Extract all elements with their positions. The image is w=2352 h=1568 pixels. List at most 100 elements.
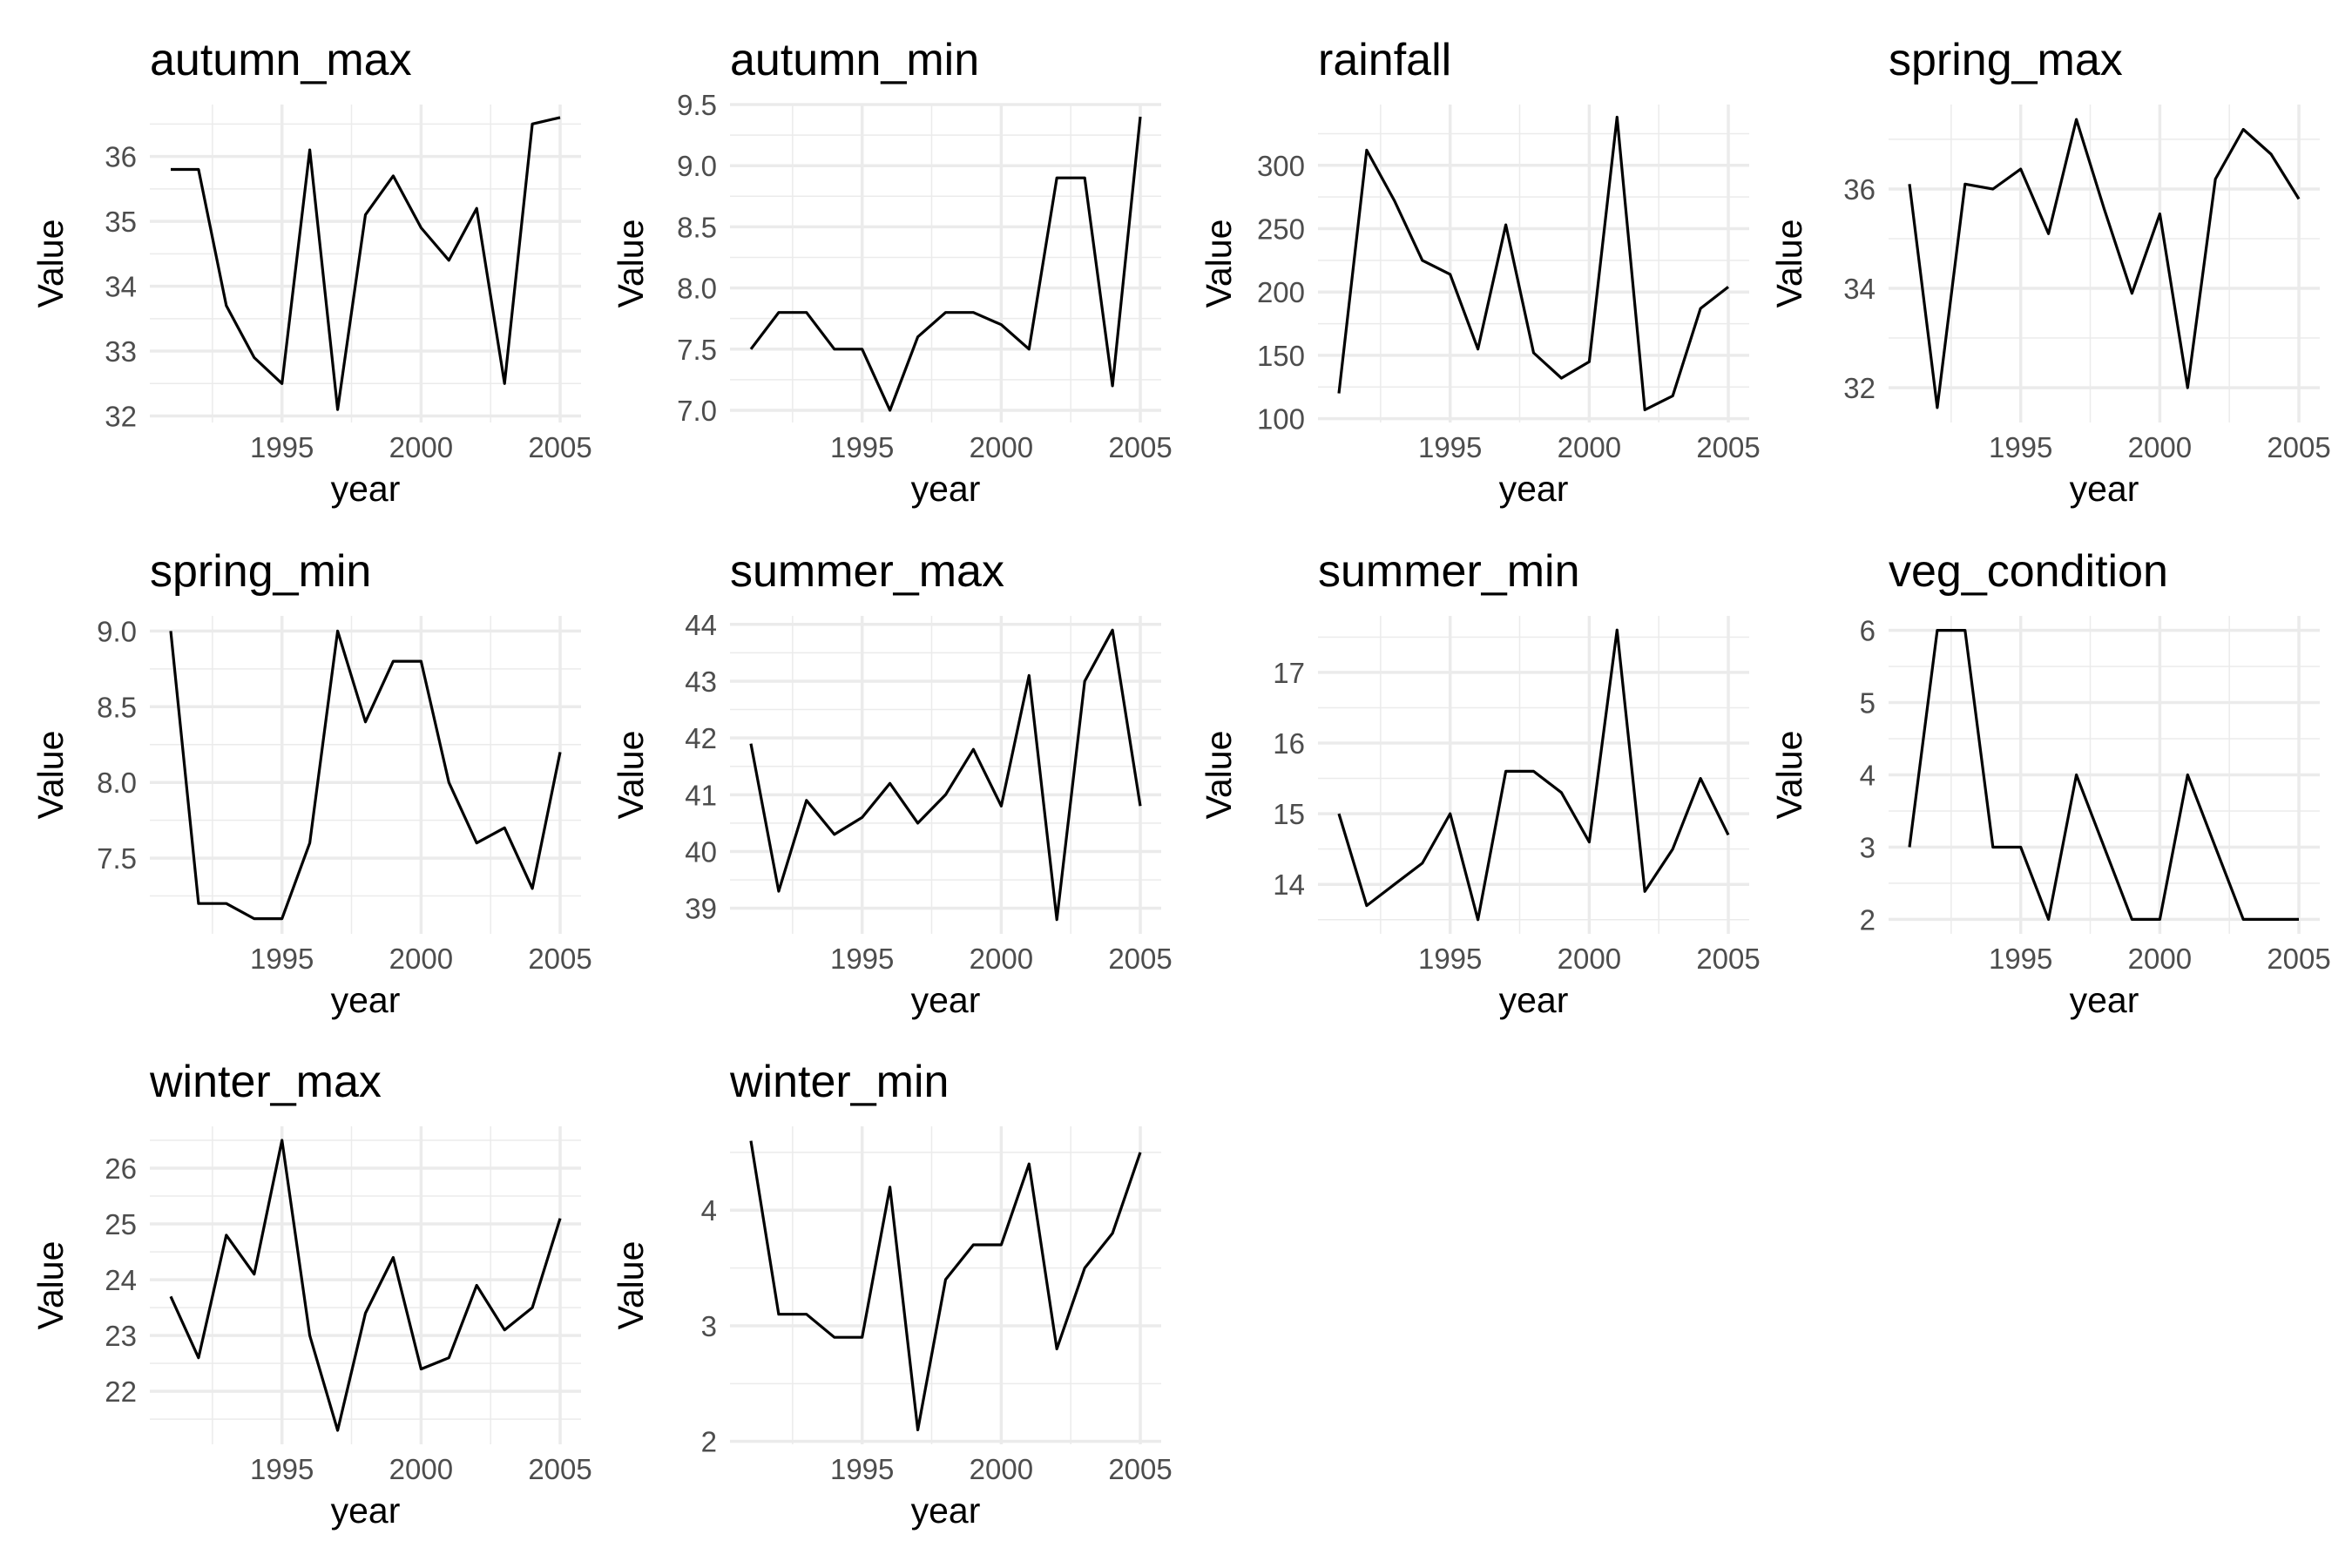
panel-grid <box>730 616 1161 934</box>
x-tick-label: 2000 <box>1558 943 1621 975</box>
x-axis-title: year <box>331 469 401 509</box>
y-tick-label: 200 <box>1257 276 1305 308</box>
x-axis-title: year <box>911 980 981 1020</box>
x-tick-label: 2005 <box>528 1453 591 1485</box>
x-tick-label: 1995 <box>1418 943 1482 975</box>
y-tick-label: 39 <box>685 893 717 925</box>
x-tick-label: 2000 <box>1558 431 1621 463</box>
panel-title: summer_max <box>730 546 1004 597</box>
y-tick-label: 14 <box>1273 868 1305 901</box>
y-tick-label: 8.0 <box>677 273 717 305</box>
y-tick-label: 2 <box>701 1426 717 1458</box>
x-tick-label: 2000 <box>389 1453 453 1485</box>
series-line-autumn_max <box>171 116 561 411</box>
x-tick-label: 2000 <box>970 943 1033 975</box>
panel-grid <box>730 103 1161 422</box>
y-tick-label: 36 <box>1843 173 1876 206</box>
x-axis-title: year <box>911 469 981 509</box>
x-tick-label: 2005 <box>528 431 591 463</box>
panel-title: winter_min <box>729 1057 949 1107</box>
y-tick-label: 250 <box>1257 213 1305 246</box>
series-line-rainfall <box>1337 115 1729 412</box>
x-tick-label: 2000 <box>389 431 453 463</box>
x-tick-label: 2005 <box>1696 431 1760 463</box>
panel-autumn_max: autumn_max 32 33 34 35 36 1995 2000 2005 year Valu… <box>30 35 592 509</box>
y-tick-label: 5 <box>1860 687 1876 720</box>
y-axis-title: Value <box>611 220 651 308</box>
y-tick-label: 2 <box>1860 903 1876 936</box>
y-tick-label: 4 <box>701 1194 717 1227</box>
y-tick-label: 26 <box>105 1152 137 1185</box>
y-tick-label: 17 <box>1273 657 1305 689</box>
panel-winter_max: winter_max 22 23 24 25 26 1995 2000 2005 year Valu… <box>30 1057 592 1531</box>
panel-grid <box>1318 616 1749 934</box>
x-axis-title: year <box>2070 980 2139 1020</box>
y-tick-label: 22 <box>105 1375 137 1408</box>
y-tick-label: 36 <box>105 141 137 173</box>
y-tick-label: 34 <box>105 271 137 303</box>
x-axis-title: year <box>1499 469 1569 509</box>
y-axis-title: Value <box>611 1241 651 1330</box>
y-axis-title: Value <box>1199 731 1239 820</box>
x-tick-label: 1995 <box>250 431 314 463</box>
x-tick-label: 2005 <box>1108 1453 1172 1485</box>
x-tick-label: 2005 <box>1696 943 1760 975</box>
y-tick-label: 100 <box>1257 403 1305 436</box>
x-tick-label: 2000 <box>2128 943 2192 975</box>
y-tick-label: 7.0 <box>677 395 717 427</box>
panel-summer_max: summer_max 39 40 41 42 43 44 1995 2000 2005 year Va… <box>611 546 1173 1020</box>
y-tick-label: 4 <box>1860 760 1876 792</box>
y-tick-label: 16 <box>1273 727 1305 760</box>
panel-spring_min: spring_min 7.5 8.0 8.5 9.0 1995 2000 2005 year Va… <box>30 546 592 1020</box>
panel-rainfall: rainfall 100 150 200 250 300 1995 2000 2005 year V… <box>1199 35 1761 509</box>
series-line-autumn_min <box>749 116 1142 412</box>
x-tick-label: 2000 <box>2128 431 2192 463</box>
y-tick-label: 8.0 <box>97 767 137 799</box>
panel-grid <box>730 1126 1161 1444</box>
y-tick-label: 3 <box>701 1310 717 1342</box>
x-axis-title: year <box>911 1490 981 1531</box>
x-tick-label: 2005 <box>1108 943 1172 975</box>
x-axis-title: year <box>331 1490 401 1531</box>
panel-summer_min: summer_min 14 15 16 17 1995 2000 2005 year Value <box>1199 546 1761 1020</box>
y-axis-title: Value <box>1769 731 1809 820</box>
y-tick-label: 7.5 <box>677 334 717 366</box>
y-axis-title: Value <box>611 731 651 820</box>
x-tick-label: 2005 <box>2267 943 2330 975</box>
y-tick-label: 9.0 <box>97 615 137 647</box>
y-tick-label: 9.5 <box>677 89 717 121</box>
y-tick-label: 300 <box>1257 150 1305 182</box>
panel-title: spring_min <box>150 546 371 597</box>
panel-title: summer_min <box>1318 546 1580 597</box>
y-tick-label: 34 <box>1843 273 1876 305</box>
y-tick-label: 32 <box>105 401 137 433</box>
x-tick-label: 1995 <box>830 1453 894 1485</box>
x-tick-label: 2000 <box>970 1453 1033 1485</box>
x-tick-label: 2000 <box>970 431 1033 463</box>
y-tick-label: 6 <box>1860 615 1876 647</box>
x-tick-label: 1995 <box>250 1453 314 1485</box>
y-tick-label: 3 <box>1860 831 1876 863</box>
panel-grid <box>150 616 581 934</box>
series-line-summer_max <box>749 628 1142 922</box>
y-tick-label: 150 <box>1257 340 1305 372</box>
y-tick-label: 23 <box>105 1320 137 1352</box>
panel-spring_max: spring_max 32 34 36 1995 2000 2005 year Value <box>1769 35 2331 509</box>
y-tick-label: 25 <box>105 1208 137 1240</box>
series-line-spring_max <box>1908 118 2301 409</box>
x-tick-label: 1995 <box>830 431 894 463</box>
x-tick-label: 2000 <box>389 943 453 975</box>
x-tick-label: 1995 <box>1418 431 1482 463</box>
y-tick-label: 8.5 <box>677 211 717 243</box>
x-tick-label: 1995 <box>250 943 314 975</box>
y-tick-label: 42 <box>685 722 717 754</box>
x-tick-label: 1995 <box>1989 431 2052 463</box>
x-tick-label: 1995 <box>1989 943 2052 975</box>
y-tick-label: 33 <box>105 335 137 368</box>
x-axis-title: year <box>2070 469 2139 509</box>
y-tick-label: 44 <box>685 609 717 641</box>
panel-title: autumn_max <box>150 35 412 85</box>
y-axis-title: Value <box>1769 220 1809 308</box>
y-tick-label: 24 <box>105 1264 137 1296</box>
